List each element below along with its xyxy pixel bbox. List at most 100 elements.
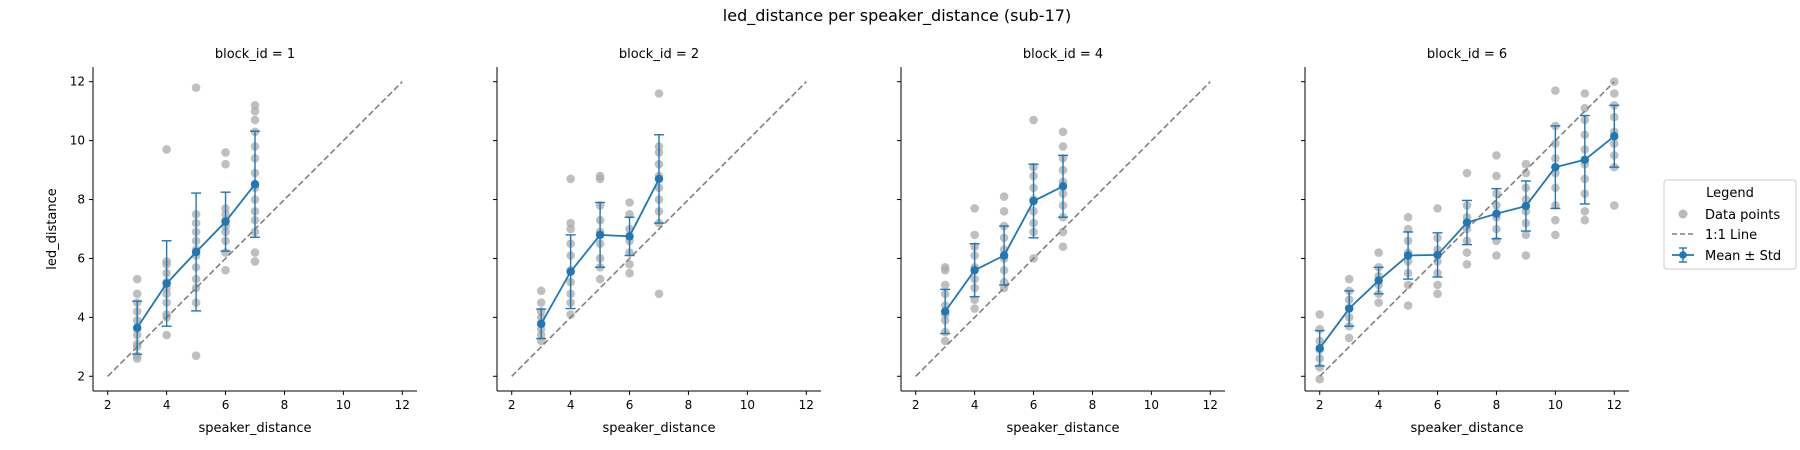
data-point	[1403, 280, 1413, 290]
data-point	[1521, 159, 1531, 169]
mean-marker	[1058, 182, 1068, 191]
x-tick-label: 6	[626, 398, 634, 412]
data-point	[536, 286, 546, 296]
data-point	[625, 209, 634, 219]
data-point	[1492, 251, 1501, 260]
y-tick-label: 8	[77, 193, 85, 207]
data-point	[999, 192, 1009, 201]
data-point	[1315, 310, 1325, 319]
x-tick-label: 4	[567, 398, 575, 412]
data-point	[654, 89, 664, 98]
x-tick-label: 8	[1493, 398, 1501, 412]
data-point	[1521, 168, 1531, 178]
data-point	[1433, 289, 1442, 299]
mean-marker	[940, 307, 950, 316]
mean-marker	[1403, 251, 1413, 260]
legend-label-1to1-line: 1:1 Line	[1705, 228, 1757, 243]
data-point	[1492, 171, 1501, 181]
data-point	[1609, 201, 1619, 210]
data-point	[1521, 230, 1531, 240]
data-point	[1521, 251, 1531, 260]
x-tick-label: 10	[1548, 398, 1563, 412]
data-point	[566, 310, 575, 319]
data-point	[1403, 224, 1413, 234]
data-point	[1374, 298, 1383, 307]
data-point	[1551, 86, 1560, 95]
subplot-1: block_id = 1 2 4 6 8 10 12 2 4 6 8 10 12 speaker_dist…	[45, 47, 417, 436]
legend-marker-data-points	[1678, 209, 1688, 219]
mean-marker	[250, 180, 260, 189]
data-point	[1058, 227, 1068, 237]
y-axis-label: led_distance	[45, 188, 60, 269]
reference-line-1to1	[915, 81, 1211, 377]
x-tick-label: 12	[395, 398, 410, 412]
data-point	[1315, 374, 1325, 384]
data-point	[1492, 151, 1501, 160]
mean-marker	[999, 251, 1009, 260]
y-tick-label: 12	[70, 75, 85, 89]
mean-marker	[654, 174, 664, 184]
x-axis-label: speaker_distance	[1411, 421, 1524, 436]
data-point	[566, 174, 575, 184]
x-tick-label: 10	[1144, 398, 1159, 412]
data-point	[970, 295, 979, 304]
x-tick-label: 4	[163, 398, 171, 412]
mean-marker	[1462, 218, 1472, 227]
x-axis-label: speaker_distance	[603, 421, 716, 436]
data-point	[221, 148, 230, 157]
data-point	[250, 248, 260, 257]
mean-marker	[970, 266, 979, 275]
mean-marker	[191, 247, 201, 257]
data-point	[221, 265, 230, 275]
data-point	[250, 106, 260, 116]
x-tick-label: 6	[1434, 398, 1442, 412]
mean-marker	[625, 232, 634, 241]
data-point	[1433, 204, 1442, 213]
mean-marker	[1521, 201, 1531, 211]
data-point	[191, 351, 201, 360]
data-point	[970, 204, 979, 213]
data-point	[250, 115, 260, 125]
data-point	[1551, 230, 1560, 240]
legend-frame	[1663, 179, 1797, 270]
data-point	[1462, 248, 1472, 257]
mean-std-series	[1314, 104, 1620, 367]
data-point	[566, 218, 575, 228]
x-tick-label: 10	[336, 398, 351, 412]
mean-std-series	[132, 130, 260, 355]
y-tick-label: 2	[77, 369, 85, 383]
mean-std-series	[940, 154, 1068, 335]
data-point	[1609, 89, 1619, 98]
x-tick-label: 12	[799, 398, 814, 412]
data-point	[625, 198, 634, 207]
data-point	[132, 289, 142, 299]
mean-marker	[1374, 276, 1383, 285]
data-point	[1433, 280, 1442, 290]
data-point	[595, 274, 605, 284]
data-point	[1580, 215, 1590, 225]
data-point	[1462, 260, 1472, 269]
data-point	[191, 83, 201, 92]
data-point	[536, 298, 546, 307]
mean-marker	[162, 279, 171, 288]
mean-marker	[1344, 304, 1354, 313]
data-point	[1580, 103, 1590, 113]
data-point	[1029, 115, 1038, 125]
mean-marker	[1492, 209, 1501, 218]
subplots: block_id = 1 2 4 6 8 10 12 2 4 6 8 10 12 speaker_dist…	[45, 47, 1629, 436]
x-tick-label: 6	[1030, 398, 1038, 412]
data-point	[1344, 274, 1354, 284]
data-point	[162, 145, 171, 154]
subplot-3: block_id = 4 2 4 6 8 10 12 speaker_distance	[897, 47, 1225, 436]
data-point	[595, 171, 605, 181]
legend: Legend Data points 1:1 Line Mean ± Std	[1663, 179, 1797, 270]
data-point	[250, 100, 260, 110]
mean-marker	[566, 267, 575, 276]
x-axis-label: speaker_distance	[1007, 421, 1120, 436]
data-point	[625, 268, 634, 278]
mean-marker	[1610, 132, 1619, 141]
x-tick-label: 12	[1203, 398, 1218, 412]
mean-marker	[1580, 155, 1590, 164]
legend-title: Legend	[1706, 186, 1754, 201]
